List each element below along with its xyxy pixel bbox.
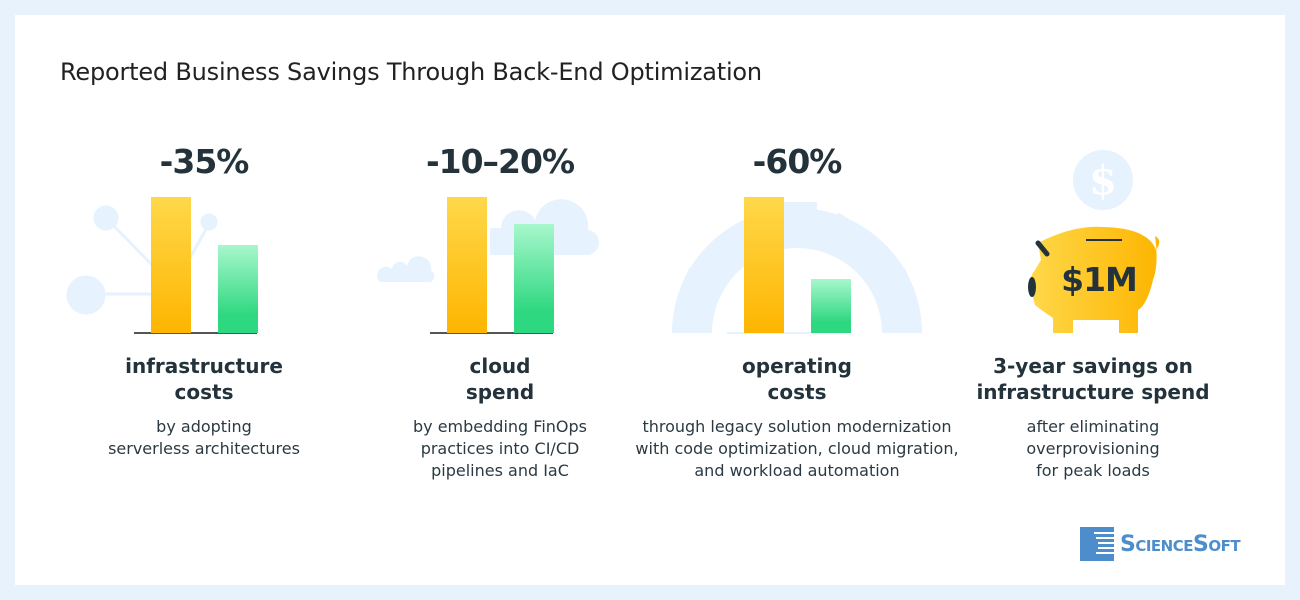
stat-description: by adopting serverless architectures — [108, 417, 300, 458]
after-bar — [811, 278, 851, 333]
stat-value: $1M — [1061, 260, 1138, 299]
baseline — [134, 332, 257, 334]
after-bar — [218, 244, 258, 333]
logo-mark-icon — [1080, 527, 1114, 561]
page-title: Reported Business Savings Through Back-E… — [60, 58, 762, 86]
after-bar — [514, 224, 554, 333]
stat-value: -60% — [752, 142, 843, 181]
stat-value: -35% — [159, 142, 250, 181]
stat-value: -10–20% — [425, 142, 575, 181]
stat-heading: cloud spend — [465, 354, 535, 404]
stat-description: after eliminating overprovisioning for pea… — [1026, 417, 1160, 480]
coin-icon — [1073, 150, 1133, 210]
stat-heading: infrastructure costs — [125, 354, 283, 404]
baseline — [430, 332, 553, 334]
logo-text: ScienceSoft — [1120, 531, 1241, 557]
before-bar — [744, 197, 784, 333]
stat-infrastructure-costs: -35% infrastructure costs by adopting serv… — [34, 140, 374, 500]
sciencesoft-logo: ScienceSoft — [1080, 527, 1241, 561]
stat-description: through legacy solution modernization wit… — [635, 417, 959, 480]
baseline — [727, 332, 850, 334]
piggy-bank-icon: $ — [1028, 150, 1160, 333]
stat-cloud-spend: -10–20% cloud spend by embedding FinOps pr… — [330, 140, 670, 500]
before-bar — [447, 197, 487, 333]
stat-operating-costs: -60% operating costs through legacy solut… — [627, 140, 967, 500]
stat-three-year-savings: $ $1M 3-year savings on infrastructure sp… — [923, 140, 1263, 500]
stat-heading: 3-year savings on infrastructure spend — [976, 354, 1210, 404]
before-bar — [151, 197, 191, 333]
svg-text:$: $ — [1089, 157, 1117, 204]
network-nodes-icon — [66, 205, 218, 315]
stat-heading: operating costs — [742, 354, 852, 404]
stat-description: by embedding FinOps practices into CI/CD p… — [413, 417, 587, 480]
